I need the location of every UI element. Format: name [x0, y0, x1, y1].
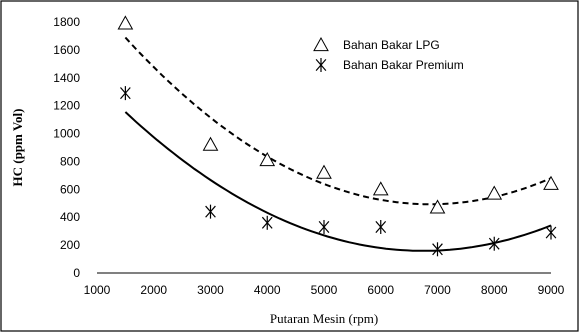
y-tick-label: 400 — [60, 210, 80, 224]
x-tick-label: 1000 — [84, 283, 111, 297]
trendline-premium — [124, 111, 552, 252]
legend-asterisk — [315, 58, 327, 72]
data-point-premium — [205, 204, 216, 219]
data-point-premium — [545, 225, 557, 240]
legend-lpg-marker — [313, 36, 329, 52]
y-tick-label: 600 — [60, 182, 80, 196]
data-point-premium — [318, 219, 330, 234]
data-points — [117, 15, 559, 257]
data-point-premium — [120, 86, 131, 101]
x-tick-label: 3000 — [197, 283, 224, 297]
legend-triangle — [313, 36, 329, 52]
x-tick-label: 9000 — [538, 283, 565, 297]
x-axis-ticks: 1000 2000 3000 4000 5000 6000 7000 8000 9000 — [84, 283, 565, 297]
data-point-premium — [261, 215, 273, 230]
trendlines — [124, 36, 552, 252]
y-axis-title: HC (ppm Vol) — [10, 108, 25, 186]
x-tick-label: 7000 — [424, 283, 451, 297]
y-tick-label: 1600 — [53, 43, 80, 57]
y-tick-label: 1000 — [53, 127, 80, 141]
trendline-lpg — [124, 36, 552, 206]
legend-lpg-label: Bahan Bakar LPG — [343, 38, 440, 52]
data-point-lpg — [429, 199, 446, 214]
data-point-premium — [488, 236, 500, 251]
y-tick-label: 1200 — [53, 99, 80, 113]
data-point-lpg — [202, 136, 219, 151]
data-point-premium — [432, 242, 443, 257]
y-tick-label: 1800 — [53, 15, 80, 29]
legend: Bahan Bakar LPG Bahan Bakar Premium — [313, 36, 464, 72]
y-tick-label: 1400 — [53, 71, 80, 85]
data-point-lpg — [259, 152, 276, 167]
data-point-lpg — [372, 181, 389, 196]
x-tick-label: 8000 — [481, 283, 508, 297]
x-tick-label: 6000 — [367, 283, 394, 297]
x-tick-label: 2000 — [140, 283, 167, 297]
data-point-premium — [375, 219, 387, 234]
data-point-lpg — [543, 175, 559, 190]
x-tick-label: 4000 — [254, 283, 281, 297]
x-axis-title: Putaran Mesin (rpm) — [270, 311, 378, 326]
y-axis-ticks: 0 200 400 600 800 1000 1200 1400 1600 1800 — [53, 15, 80, 280]
x-tick-label: 5000 — [311, 283, 338, 297]
y-tick-label: 0 — [73, 266, 80, 280]
y-tick-label: 800 — [60, 154, 80, 168]
data-point-lpg — [486, 185, 503, 200]
y-tick-label: 200 — [60, 238, 80, 252]
data-point-lpg — [316, 164, 332, 179]
data-point-lpg — [117, 15, 134, 30]
legend-premium-marker — [315, 58, 327, 72]
legend-premium-label: Bahan Bakar Premium — [343, 58, 464, 72]
